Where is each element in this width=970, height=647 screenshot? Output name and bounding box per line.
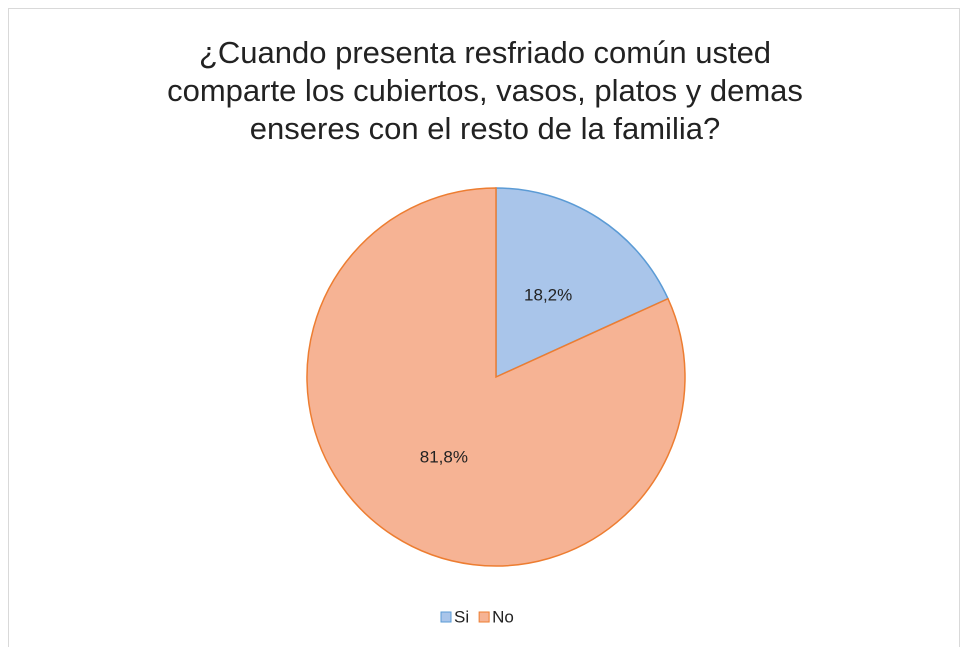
pie-slice (306, 187, 686, 567)
pie-slice (495, 187, 670, 379)
data-label: 81,8% (420, 448, 468, 467)
data-label: 18,2% (524, 285, 572, 304)
legend-label: No (492, 607, 514, 626)
chart-frame (8, 8, 960, 647)
chart-title: ¿Cuando presenta resfriado común usted c… (167, 35, 803, 146)
legend-swatch (440, 611, 452, 623)
legend-swatch (478, 611, 490, 623)
legend-label: Si (454, 607, 469, 626)
